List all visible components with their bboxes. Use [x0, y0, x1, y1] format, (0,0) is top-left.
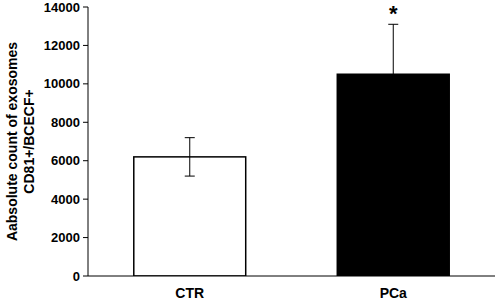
y-tick-label: 10000 [44, 76, 80, 91]
chart: 0 2000 4000 6000 8000 10000 12000 14000 Aabsolut… [0, 0, 500, 307]
y-tick [83, 199, 88, 200]
y-tick [83, 122, 88, 123]
error-bar [185, 138, 195, 176]
y-tick-label: 14000 [44, 0, 80, 15]
y-axis [88, 7, 89, 276]
y-tick [83, 83, 88, 84]
error-cap [388, 124, 398, 125]
y-tick [83, 45, 88, 46]
x-tick-label: PCa [380, 285, 407, 301]
y-axis-label: CD81+/BCECF+ [21, 89, 37, 193]
y-tick [83, 276, 88, 277]
x-tick-label: CTR [175, 285, 204, 301]
y-tick-label: 2000 [51, 230, 80, 245]
error-stem [189, 138, 190, 176]
y-tick [83, 7, 88, 8]
y-tick [83, 237, 88, 238]
annotation: * [389, 1, 398, 26]
y-tick-label: 4000 [51, 192, 80, 207]
error-bar [388, 24, 398, 124]
error-cap [185, 176, 195, 177]
y-tick [83, 160, 88, 161]
error-stem [393, 24, 394, 124]
y-tick-label: 6000 [51, 153, 80, 168]
y-tick-label: 12000 [44, 38, 80, 53]
y-tick-label: 8000 [51, 115, 80, 130]
y-axis-label: Aabsolute count of exosomes [4, 42, 20, 241]
x-axis [88, 276, 495, 277]
bars [134, 24, 449, 276]
y-tick-label: 0 [73, 269, 80, 284]
error-cap [185, 137, 195, 138]
